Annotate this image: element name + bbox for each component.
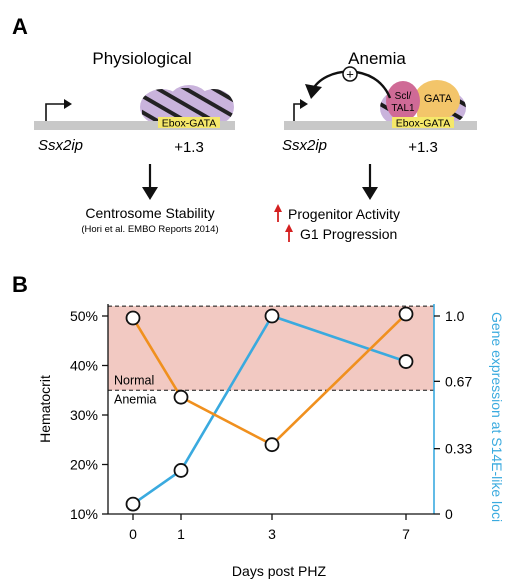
x-tick-label: 7 xyxy=(402,526,410,542)
y-axis-label: Hematocrit xyxy=(37,375,53,443)
tss-arrow-right xyxy=(293,103,300,121)
anemia-title: Anemia xyxy=(348,49,406,68)
scl-label-line2: TAL1 xyxy=(391,103,415,114)
right-tick-label: 0.67 xyxy=(445,373,472,389)
ebox-gata-motif-left xyxy=(158,117,220,128)
left-tick-label: 40% xyxy=(70,358,98,374)
right-tick-label: 1.0 xyxy=(445,308,465,324)
citation: (Hori et al. EMBO Reports 2014) xyxy=(81,224,218,235)
series-layer xyxy=(125,306,414,512)
x-tick-label: 0 xyxy=(129,526,137,542)
tss-arrow-left xyxy=(45,103,64,121)
y2-axis-label: Gene expression at S14E-like loci xyxy=(489,312,505,522)
left-tick-label: 30% xyxy=(70,407,98,423)
ebox-gata-label-left: Ebox-GATA xyxy=(162,118,216,130)
anemia-label: Anemia xyxy=(114,392,156,406)
red-up-arrow-1 xyxy=(274,204,282,222)
hematocrit-point xyxy=(264,437,280,453)
down-arrowhead-right xyxy=(362,187,378,200)
gene-label-left: Ssx2ip xyxy=(38,137,83,154)
gene-expression-point xyxy=(173,463,189,478)
left-tick-label: 10% xyxy=(70,506,98,522)
position-label-left: +1.3 xyxy=(174,139,204,156)
gene-label-right: Ssx2ip xyxy=(282,137,327,154)
tss-arrowhead-left xyxy=(64,99,72,109)
dna-strand-right xyxy=(284,121,477,130)
right-y-ticks: 0 0.33 0.67 1.0 xyxy=(434,308,472,522)
tss-arrowhead-right xyxy=(300,99,308,109)
plus-icon xyxy=(342,66,358,82)
left-tick-label: 50% xyxy=(70,308,98,324)
x-ticks: 0 1 3 7 xyxy=(129,514,410,542)
right-tick-label: 0.33 xyxy=(445,441,472,457)
dna-strand-left xyxy=(34,121,235,130)
normal-label: Normal xyxy=(114,373,154,387)
gene-expression-point xyxy=(398,354,414,369)
physiological-title: Physiological xyxy=(92,49,191,68)
panel-b-label: B xyxy=(12,272,28,297)
scl-tal1-factor xyxy=(386,81,420,121)
gene-expression-line xyxy=(132,314,407,506)
left-tick-label: 20% xyxy=(70,457,98,473)
activation-arrowhead xyxy=(305,84,322,99)
anemia-panel: Anemia GATA Scl/ TAL1 xyxy=(274,49,477,242)
nucleosome-cluster-left xyxy=(140,85,234,125)
x-tick-label: 1 xyxy=(177,526,185,542)
red-up-arrow-2 xyxy=(285,224,293,242)
ebox-gata-label-right: Ebox-GATA xyxy=(396,118,450,130)
hematocrit-line xyxy=(131,313,407,447)
gene-expression-point xyxy=(125,496,141,512)
hematocrit-point xyxy=(125,310,141,326)
physiological-panel: Physiological Ebox-GATA Ssx2ip xyxy=(34,49,235,235)
hematocrit-point xyxy=(398,306,414,322)
centrosome-stability: Centrosome Stability xyxy=(85,205,214,221)
position-label-right: +1.3 xyxy=(408,139,438,156)
plus-symbol: + xyxy=(346,67,354,82)
progenitor-activity: Progenitor Activity xyxy=(288,206,400,222)
gene-expression-point xyxy=(264,308,280,324)
g1-progression: G1 Progression xyxy=(300,226,397,242)
left-y-ticks: 10% 20% 30% 40% 50% xyxy=(70,308,108,522)
right-tick-label: 0 xyxy=(445,506,453,522)
scl-label-line1: Scl/ xyxy=(395,91,412,102)
ebox-gata-motif-right xyxy=(392,117,454,128)
panel-a: A Physiological Ebox-GATA xyxy=(12,14,477,242)
panel-a-label: A xyxy=(12,14,28,39)
hematocrit-point xyxy=(173,389,189,405)
gata-label: GATA xyxy=(424,93,453,105)
x-axis-label: Days post PHZ xyxy=(232,563,327,579)
panel-b: B Normal Anemia 10% 20% 30% 40% 50% 0 0.33 0.6… xyxy=(12,272,505,579)
down-arrowhead-left xyxy=(142,187,158,200)
x-tick-label: 3 xyxy=(268,526,276,542)
